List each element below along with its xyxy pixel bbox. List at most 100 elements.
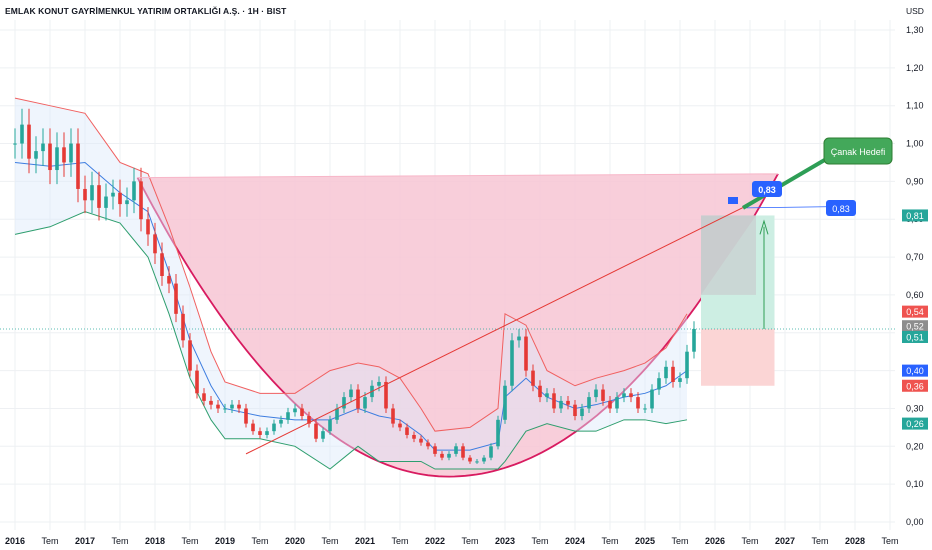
band-fill [15,98,687,470]
candle-body [356,389,360,409]
candle-body [258,431,262,435]
candle-body [643,408,647,410]
y-axis: 0,000,100,200,300,400,500,600,700,800,90… [906,25,924,527]
candle-body [580,408,584,417]
target-price-label: 0,83 [832,204,850,214]
candle-body [286,412,290,420]
mid-band-line [14,161,688,451]
candle-body [174,283,178,314]
candle-body [552,393,556,409]
candle-body [559,400,563,409]
candle-body [601,389,605,401]
candle-body [223,408,227,410]
currency-label[interactable]: USD [906,6,924,16]
x-tick-label: 2024 [565,536,585,546]
candle-body [440,453,444,458]
gray-zone [701,215,756,295]
price-badge-label: 0,26 [906,419,924,429]
cup-target-label: Çanak Hedefi [831,147,886,157]
candle-body [384,381,388,409]
candle-body [237,404,241,409]
x-tick-label: Tem [881,536,898,546]
candle-body [265,431,269,435]
candle-body [531,370,535,386]
candle-body [657,378,661,390]
cup-pattern [136,173,779,478]
x-tick-label: Tem [811,536,828,546]
price-badge-label: 0,81 [906,211,924,221]
price-badge-label: 0,36 [906,381,924,391]
candle-body [188,340,192,371]
candle-body [692,328,696,352]
candle-body [307,416,311,424]
x-tick-label: 2019 [215,536,235,546]
candle-body [349,389,353,398]
candle-body [97,185,101,208]
price-badge [902,417,928,430]
candle-body [517,336,521,341]
stop-zone [701,328,775,386]
candle-body [335,408,339,420]
y-tick-label: 0,00 [906,517,924,527]
candle-body [27,124,31,159]
candle-body [34,151,38,159]
x-tick-label: 2016 [5,536,25,546]
cup-rim-line [137,173,779,179]
candle-body [300,408,304,417]
lower-band-line [14,211,688,470]
candle-body [461,446,465,458]
callout-line [741,156,830,210]
candle-body [503,385,507,420]
x-tick-label: 2027 [775,536,795,546]
candle-body [566,400,570,405]
candle-body [132,181,136,201]
x-tick-label: 2017 [75,536,95,546]
candle-body [216,404,220,409]
candle-body [55,147,59,171]
candle-body [685,351,689,379]
candle-body [496,419,500,447]
candle-body [321,431,325,439]
candle-body [195,370,199,394]
bollinger-bands [14,97,688,470]
candle-body [629,393,633,398]
price-badge-label: 0,52 [906,322,924,332]
candle-body [69,143,73,163]
candle-body [545,393,549,398]
candle-body [671,366,675,382]
x-tick-label: 2022 [425,536,445,546]
candle-body [104,196,108,208]
x-tick-label: 2025 [635,536,655,546]
price-badge [902,330,928,343]
y-tick-label: 0,10 [906,479,924,489]
candle-body [587,397,591,409]
x-tick-label: Tem [181,536,198,546]
x-tick-label: 2021 [355,536,375,546]
annotations: Çanak Hedefi 0,83 0,83 [0,137,895,455]
candle-body [433,446,437,454]
price-badge [902,305,928,318]
price-badges: 0,81 0,54 0,520,51 0,40 0,36 0,26 [902,209,928,430]
x-tick-label: 2026 [705,536,725,546]
candle-body [62,147,66,163]
candle-body [475,461,479,463]
x-tick-label: Tem [531,536,548,546]
candle-body [412,434,416,439]
candle-body [328,419,332,432]
flag-icon [728,197,738,204]
candle-body [419,438,423,443]
candle-body [398,423,402,428]
candle-body [489,446,493,458]
y-tick-label: 1,30 [906,25,924,35]
x-tick-label: 2020 [285,536,305,546]
candle-body [622,393,626,398]
candle-body [314,423,318,439]
price-badge [902,379,928,392]
upper-band-line [14,97,688,432]
candle-body [468,457,472,462]
candle-body [391,408,395,424]
price-badge-label: 0,51 [906,332,924,342]
candle-body [118,192,122,205]
candle-body [538,385,542,398]
